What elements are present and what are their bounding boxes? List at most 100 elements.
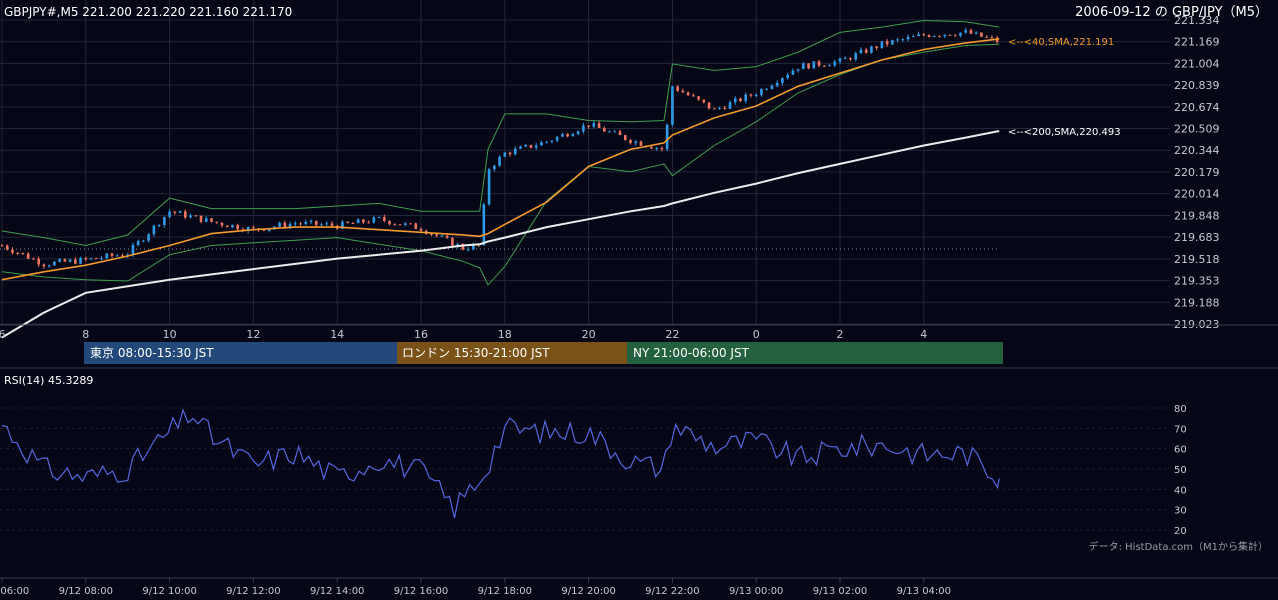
candle-body xyxy=(587,125,590,127)
candle-body xyxy=(414,223,418,230)
candle-body xyxy=(665,124,669,150)
rsi-tick-label: 50 xyxy=(1174,465,1187,476)
candle-body xyxy=(320,224,323,226)
time-tick-label: 9/12 22:00 xyxy=(645,586,699,597)
candle-body xyxy=(891,40,894,45)
candle-body xyxy=(739,98,742,102)
hour-tick-label: 6 xyxy=(0,328,6,341)
moving-averages xyxy=(1,38,1000,339)
candle-body xyxy=(89,258,93,260)
price-axis: 221.334 221.169 221.004 220.839 220.674 220.5… xyxy=(1174,14,1220,331)
rsi-tick-label: 80 xyxy=(1174,404,1187,415)
candle-body xyxy=(744,94,748,102)
time-tick-label: 9/12 06:00 xyxy=(0,586,29,597)
time-tick-label: 9/12 10:00 xyxy=(142,586,196,597)
candle-body xyxy=(84,257,88,260)
candle-body xyxy=(32,258,35,260)
candle-body xyxy=(440,235,444,237)
candle-body xyxy=(629,139,632,144)
hour-tick-label: 20 xyxy=(582,328,596,341)
candle-body xyxy=(781,78,784,83)
candle-body xyxy=(184,211,187,218)
candle-body xyxy=(938,36,941,38)
candle-body xyxy=(697,96,700,100)
candle-body xyxy=(917,34,920,37)
candle-body xyxy=(42,264,46,267)
candle-body xyxy=(566,134,569,137)
candle-body xyxy=(650,146,653,149)
candle-body xyxy=(461,244,465,250)
candle-body xyxy=(252,227,255,229)
time-tick-label: 9/12 18:00 xyxy=(478,586,532,597)
candle-body xyxy=(115,255,119,257)
candle-body xyxy=(571,134,575,137)
candle-body xyxy=(456,244,459,246)
candle-body xyxy=(341,221,344,229)
candle-body xyxy=(932,36,936,38)
bollinger-upper-line xyxy=(1,19,1000,247)
price-tick-label: 219.683 xyxy=(1174,231,1220,244)
rsi-line xyxy=(1,408,1000,519)
candle-body xyxy=(634,141,638,144)
candle-body xyxy=(513,148,517,155)
candle-body xyxy=(63,259,67,262)
candle-body xyxy=(487,169,491,205)
candle-body xyxy=(964,30,967,33)
rsi-tick-label: 70 xyxy=(1174,424,1187,435)
candle-body xyxy=(325,223,329,225)
candle-body xyxy=(828,65,831,67)
candle-body xyxy=(802,63,805,69)
candle-body xyxy=(225,225,229,228)
candle-body xyxy=(770,85,774,89)
rsi-tick-label: 40 xyxy=(1174,485,1187,496)
candle-body xyxy=(362,219,365,223)
session-tokyo-bar xyxy=(84,342,397,364)
candle-body xyxy=(493,165,496,170)
price-tick-label: 220.344 xyxy=(1174,144,1220,157)
candle-body xyxy=(608,131,611,133)
hour-tick-label: 0 xyxy=(753,328,760,341)
candle-body xyxy=(16,252,20,254)
rsi-tick-label: 20 xyxy=(1174,526,1187,537)
candle-body xyxy=(147,234,150,241)
candle-body xyxy=(288,223,292,228)
candle-body xyxy=(948,34,952,36)
candle-body xyxy=(760,88,763,96)
time-tick-label: 9/13 00:00 xyxy=(729,586,783,597)
time-tick-label: 9/13 04:00 xyxy=(897,586,951,597)
candle-body xyxy=(388,220,391,225)
sma200-line xyxy=(1,130,1000,339)
candle-body xyxy=(859,49,863,54)
candle-body xyxy=(419,229,423,231)
time-tick-label: 9/12 16:00 xyxy=(394,586,448,597)
candle-body xyxy=(582,125,585,132)
candle-body xyxy=(189,215,192,218)
candle-body xyxy=(713,108,716,110)
price-tick-label: 221.004 xyxy=(1174,57,1220,70)
session-london-bar xyxy=(397,342,627,364)
candle-body xyxy=(791,70,795,75)
candle-body xyxy=(749,94,753,96)
candle-body xyxy=(163,216,166,226)
candle-body xyxy=(953,35,957,37)
candle-body xyxy=(613,131,617,133)
hour-tick-label: 16 xyxy=(414,328,428,341)
candle-body xyxy=(194,215,198,217)
candle-body xyxy=(231,224,234,228)
candle-body xyxy=(498,156,501,166)
candle-body xyxy=(204,218,208,222)
candle-body xyxy=(660,148,664,150)
candle-body xyxy=(11,249,14,253)
price-tick-label: 219.518 xyxy=(1174,253,1220,266)
candle-body xyxy=(68,259,72,262)
candle-body xyxy=(822,65,826,67)
candle-body xyxy=(728,102,732,109)
candle-body xyxy=(550,140,554,142)
session-bars: 東京 08:00-15:30 JST ロンドン 15:30-21:00 JST … xyxy=(84,342,1003,364)
session-ny-label: NY 21:00-06:00 JST xyxy=(633,346,750,360)
candle-body xyxy=(655,148,658,150)
candle-body xyxy=(843,58,847,60)
candle-body xyxy=(896,39,899,41)
candle-body xyxy=(959,32,962,36)
candle-body xyxy=(236,224,239,230)
